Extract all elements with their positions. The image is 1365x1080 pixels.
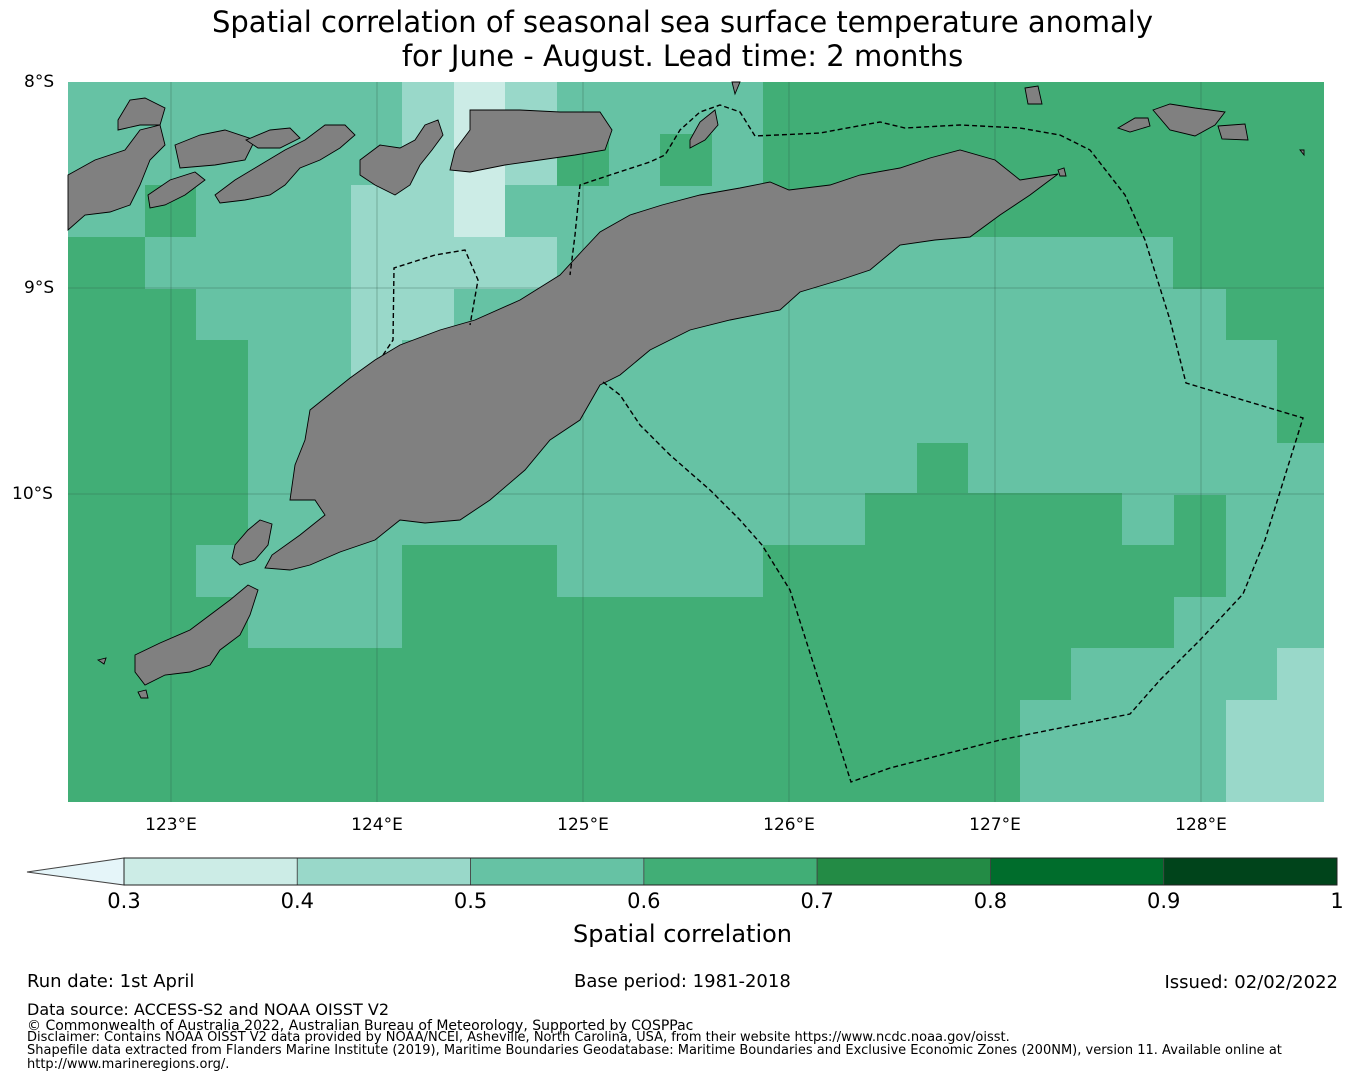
base-period: Base period: 1981-2018	[574, 971, 791, 992]
colorbar-segment	[123, 857, 298, 886]
lat-label: 8°S	[24, 72, 55, 92]
colorbar-tick-label: 0.8	[973, 889, 1008, 913]
lon-label: 126°E	[763, 815, 815, 835]
disclaimer: Disclaimer: Contains NOAA OISST V2 data …	[27, 1030, 1010, 1045]
colorbar-under-arrow	[26, 857, 125, 886]
colorbar-title: Spatial correlation	[572, 920, 793, 948]
colorbar-tick-label: 0.4	[280, 889, 314, 913]
colorbar-tick-label: 0.6	[627, 889, 661, 913]
shapefile-credit: Shapefile data extracted from Flanders M…	[27, 1043, 1282, 1058]
colorbar-segment	[296, 857, 471, 886]
colorbar-segment	[990, 857, 1165, 886]
lat-label: 10°S	[12, 484, 53, 504]
colorbar-segment	[470, 857, 645, 886]
colorbar-tick-label: 0.9	[1147, 889, 1181, 913]
land-masses	[67, 81, 1305, 699]
colorbar-segment	[643, 857, 818, 886]
colorbar	[26, 857, 1338, 886]
copyright-notice: © Commonwealth of Australia 2022, Austra…	[27, 1018, 694, 1034]
colorbar-tick-label: 0.7	[800, 889, 834, 913]
lon-label: 128°E	[1175, 815, 1227, 835]
timor-island	[264, 149, 1059, 571]
colorbar-tick-label: 0.3	[107, 889, 141, 913]
lon-label: 124°E	[351, 815, 403, 835]
colorbar-segment	[816, 857, 991, 886]
colorbar-tick-label: 1	[1330, 889, 1344, 913]
colorbar-tick-label: 0.5	[453, 889, 488, 913]
shapefile-url: http://www.marineregions.org/.	[27, 1057, 230, 1072]
run-date: Run date: 1st April	[27, 971, 195, 992]
chart-title-line-2: for June - August. Lead time: 2 months	[401, 39, 964, 73]
chart-title-line-1: Spatial correlation of seasonal sea surf…	[211, 5, 1154, 39]
lon-label: 127°E	[969, 815, 1021, 835]
lon-label: 123°E	[145, 815, 197, 835]
lon-label: 125°E	[557, 815, 609, 835]
maritime-boundary	[382, 104, 1304, 783]
lat-label: 9°S	[24, 278, 55, 298]
data-source: Data source: ACCESS-S2 and NOAA OISST V2	[27, 1000, 390, 1019]
colorbar-segment	[1163, 857, 1338, 886]
issued-date: Issued: 02/02/2022	[1164, 972, 1338, 993]
